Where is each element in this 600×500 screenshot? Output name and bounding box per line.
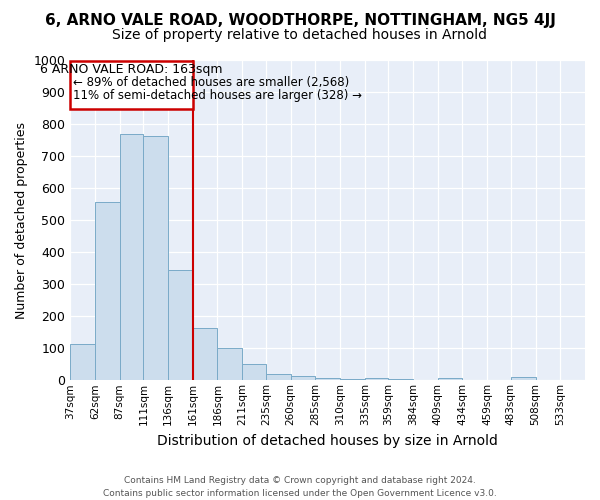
FancyBboxPatch shape	[70, 60, 193, 108]
Bar	[365, 378, 388, 380]
Bar	[217, 348, 242, 380]
Bar	[266, 374, 290, 380]
Bar	[511, 378, 536, 380]
Bar	[70, 344, 95, 380]
Bar	[95, 202, 119, 380]
Bar	[388, 379, 413, 380]
Bar	[290, 376, 315, 380]
Bar	[315, 378, 340, 380]
Bar	[119, 134, 143, 380]
X-axis label: Distribution of detached houses by size in Arnold: Distribution of detached houses by size …	[157, 434, 498, 448]
Text: Contains HM Land Registry data © Crown copyright and database right 2024.
Contai: Contains HM Land Registry data © Crown c…	[103, 476, 497, 498]
Text: Size of property relative to detached houses in Arnold: Size of property relative to detached ho…	[113, 28, 487, 42]
Bar	[242, 364, 266, 380]
Text: 6, ARNO VALE ROAD, WOODTHORPE, NOTTINGHAM, NG5 4JJ: 6, ARNO VALE ROAD, WOODTHORPE, NOTTINGHA…	[44, 12, 556, 28]
Bar	[438, 378, 463, 380]
Bar	[168, 270, 193, 380]
Bar	[193, 328, 217, 380]
Bar	[143, 136, 168, 380]
Bar	[340, 378, 365, 380]
Text: 11% of semi-detached houses are larger (328) →: 11% of semi-detached houses are larger (…	[73, 88, 362, 102]
Text: ← 89% of detached houses are smaller (2,568): ← 89% of detached houses are smaller (2,…	[73, 76, 350, 89]
Text: 6 ARNO VALE ROAD: 163sqm: 6 ARNO VALE ROAD: 163sqm	[40, 63, 223, 76]
Y-axis label: Number of detached properties: Number of detached properties	[15, 122, 28, 318]
